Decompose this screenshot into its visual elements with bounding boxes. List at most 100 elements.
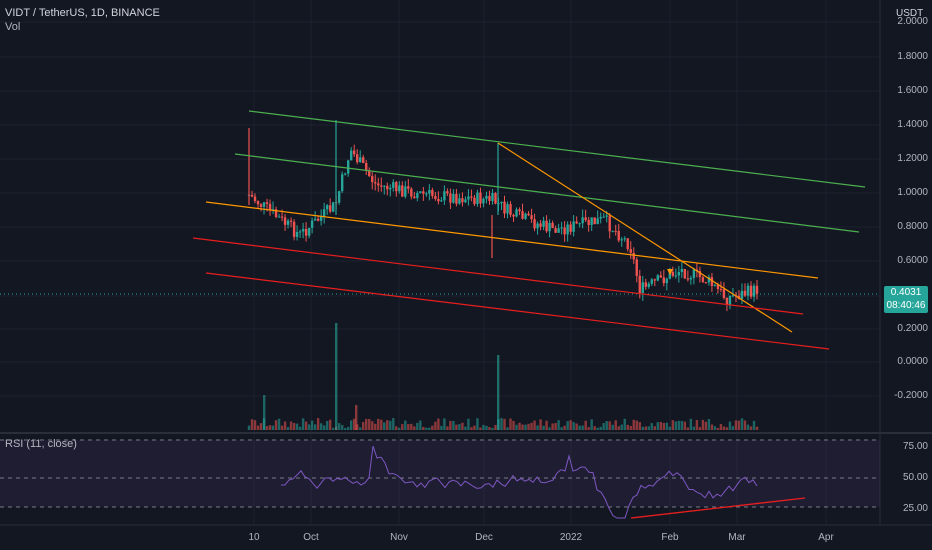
volume-bar [277, 418, 281, 430]
candle-body [476, 192, 479, 205]
volume-bar [590, 419, 593, 430]
time-tick: 10 [248, 532, 260, 543]
candle-body [506, 204, 509, 214]
candle-body [620, 239, 623, 241]
volume-bar [740, 418, 744, 430]
candle-body [602, 216, 605, 218]
bar-countdown: 08:40:46 [886, 300, 926, 311]
volume-bar [488, 427, 491, 430]
volume-bar [695, 419, 699, 430]
volume-bar [259, 423, 263, 430]
volume-bar [710, 424, 714, 430]
volume-bar [635, 420, 638, 430]
candle-body [265, 202, 269, 204]
candle-body [593, 217, 596, 225]
candle-body [548, 222, 551, 232]
volume-bar [374, 423, 377, 430]
volume-bar [572, 422, 575, 430]
candle-body [310, 220, 314, 228]
candle-body [419, 191, 422, 193]
volume-bar [683, 421, 687, 430]
candle-body [253, 196, 257, 201]
volume-bar [593, 426, 596, 430]
volume-bar [359, 427, 362, 430]
candle-body [539, 223, 542, 227]
price-tick: 2.0000 [897, 16, 928, 27]
volume-bar [605, 421, 608, 430]
price-tick: 0.8000 [897, 221, 928, 232]
volume-bar [389, 420, 392, 430]
price-tick: 1.0000 [897, 187, 928, 198]
candle-body [431, 189, 434, 196]
volume-bar [737, 420, 741, 430]
volume-bar [521, 424, 524, 430]
candle-body [731, 295, 735, 297]
candle-body [557, 228, 560, 233]
candle-body [407, 186, 410, 189]
volume-bar [256, 425, 260, 430]
candle-body [749, 285, 753, 297]
symbol-title[interactable]: VIDT / TetherUS, 1D, BINANCE [5, 7, 160, 19]
candle-body [677, 272, 681, 276]
volume-bar [434, 421, 437, 430]
candle-body [298, 231, 302, 233]
volume-bar [461, 422, 464, 430]
candle-body [617, 231, 620, 241]
volume-bar [476, 418, 479, 430]
candle-body [599, 216, 602, 219]
rsi-tick: 75.00 [902, 441, 928, 452]
candle-body [250, 194, 254, 197]
candle-body [446, 191, 449, 194]
candle-body [482, 198, 485, 204]
volume-bar [602, 423, 605, 430]
candle-body [295, 232, 299, 237]
volume-bar [377, 418, 380, 430]
candle-body [467, 196, 470, 200]
candle-body [653, 279, 656, 281]
rsi-band [0, 440, 880, 507]
candle-body [542, 220, 545, 227]
volume-bar [722, 426, 726, 430]
candle-body [743, 290, 747, 296]
price-tick: 1.6000 [897, 85, 928, 96]
volume-bar [620, 424, 623, 430]
candle-body [650, 279, 653, 284]
candle-body [401, 185, 404, 197]
volume-bar [295, 423, 299, 430]
volume-bar [743, 420, 747, 430]
volume-label[interactable]: Vol [5, 21, 21, 33]
volume-bar [458, 424, 461, 430]
volume-bar [650, 423, 653, 430]
candle-body [340, 174, 344, 192]
rsi-line [280, 445, 758, 519]
candle-body [605, 215, 608, 217]
volume-bar [398, 427, 401, 430]
volume-bar [253, 420, 257, 430]
candle-body [719, 288, 723, 290]
volume-bar [473, 425, 476, 430]
candle-body [319, 216, 323, 221]
candle-body [386, 185, 389, 190]
candle-body [274, 209, 278, 217]
volume-bar [353, 418, 356, 430]
candle-body [608, 215, 611, 232]
candle-body [449, 193, 452, 203]
price-tick: 0.2000 [897, 323, 928, 334]
candle-body [313, 218, 317, 221]
currency-label[interactable]: USDT [896, 8, 924, 19]
volume-bar [274, 420, 278, 430]
volume-bar [470, 427, 473, 430]
volume-bar [449, 420, 452, 430]
rsi-legend[interactable]: RSI (11, close) [5, 438, 77, 450]
volume-bar [319, 423, 323, 430]
volume-bar [539, 419, 542, 430]
rsi-trend-line [630, 497, 806, 519]
candle-body [611, 230, 614, 232]
candle-body [692, 269, 696, 278]
candle-body [680, 268, 684, 273]
chart-legend: VIDT / TetherUS, 1D, BINANCE Vol [5, 6, 160, 34]
volume-bar [584, 420, 587, 430]
volume-bar [371, 421, 374, 430]
volume-bar [401, 424, 404, 430]
